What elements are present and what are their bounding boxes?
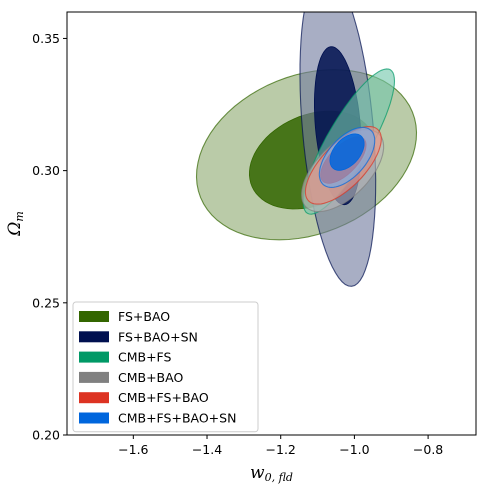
legend-label: CMB+FS+BAO+SN [118,411,236,426]
contour-cmb-fs-bao-sn [318,126,376,188]
legend-label: FS+BAO [118,309,170,324]
legend-swatch [79,311,109,322]
legend-swatch [79,331,109,343]
legend-box [72,301,259,433]
y-tick-label: 0.30 [32,163,60,178]
y-tick-label: 0.20 [32,428,60,443]
x-axis-label: w0, fld [250,463,293,484]
x-tick-label: −1.4 [192,442,222,457]
legend-label: CMB+FS [118,350,172,365]
y-axis-label-sub: m [13,211,26,221]
plot-area [195,12,418,287]
x-tick-label: −1.6 [118,442,148,457]
legend-label: CMB+BAO [118,370,183,385]
legend-label: FS+BAO+SN [118,329,198,344]
axis-ticks: −1.6 −1.4 −1.2 −1.0 −0.8 0.20 0.25 0.30 0.35 [32,31,443,457]
x-tick-label: −1.0 [339,442,369,457]
x-axis-label-sub: 0, fld [265,471,293,484]
legend: FS+BAO FS+BAO+SN CMB+FS CMB+BAO CMB+FS+BAO CM… [72,301,259,433]
legend-swatch [79,392,109,404]
contour-inner-cmb-fs-bao-sn [329,133,365,171]
y-tick-label: 0.35 [32,31,60,46]
x-axis-label-main: w [250,463,265,483]
y-axis-label-main: Ω [5,222,25,237]
legend-label: CMB+FS+BAO [118,390,209,405]
legend-swatch [79,412,109,424]
x-tick-label: −1.2 [266,442,296,457]
x-tick-label: −0.8 [413,442,443,457]
legend-swatch [79,351,109,363]
y-axis-label: Ωm [5,211,26,237]
plot-frame [66,11,477,436]
legend-swatch [79,371,109,383]
y-tick-label: 0.25 [32,295,60,310]
